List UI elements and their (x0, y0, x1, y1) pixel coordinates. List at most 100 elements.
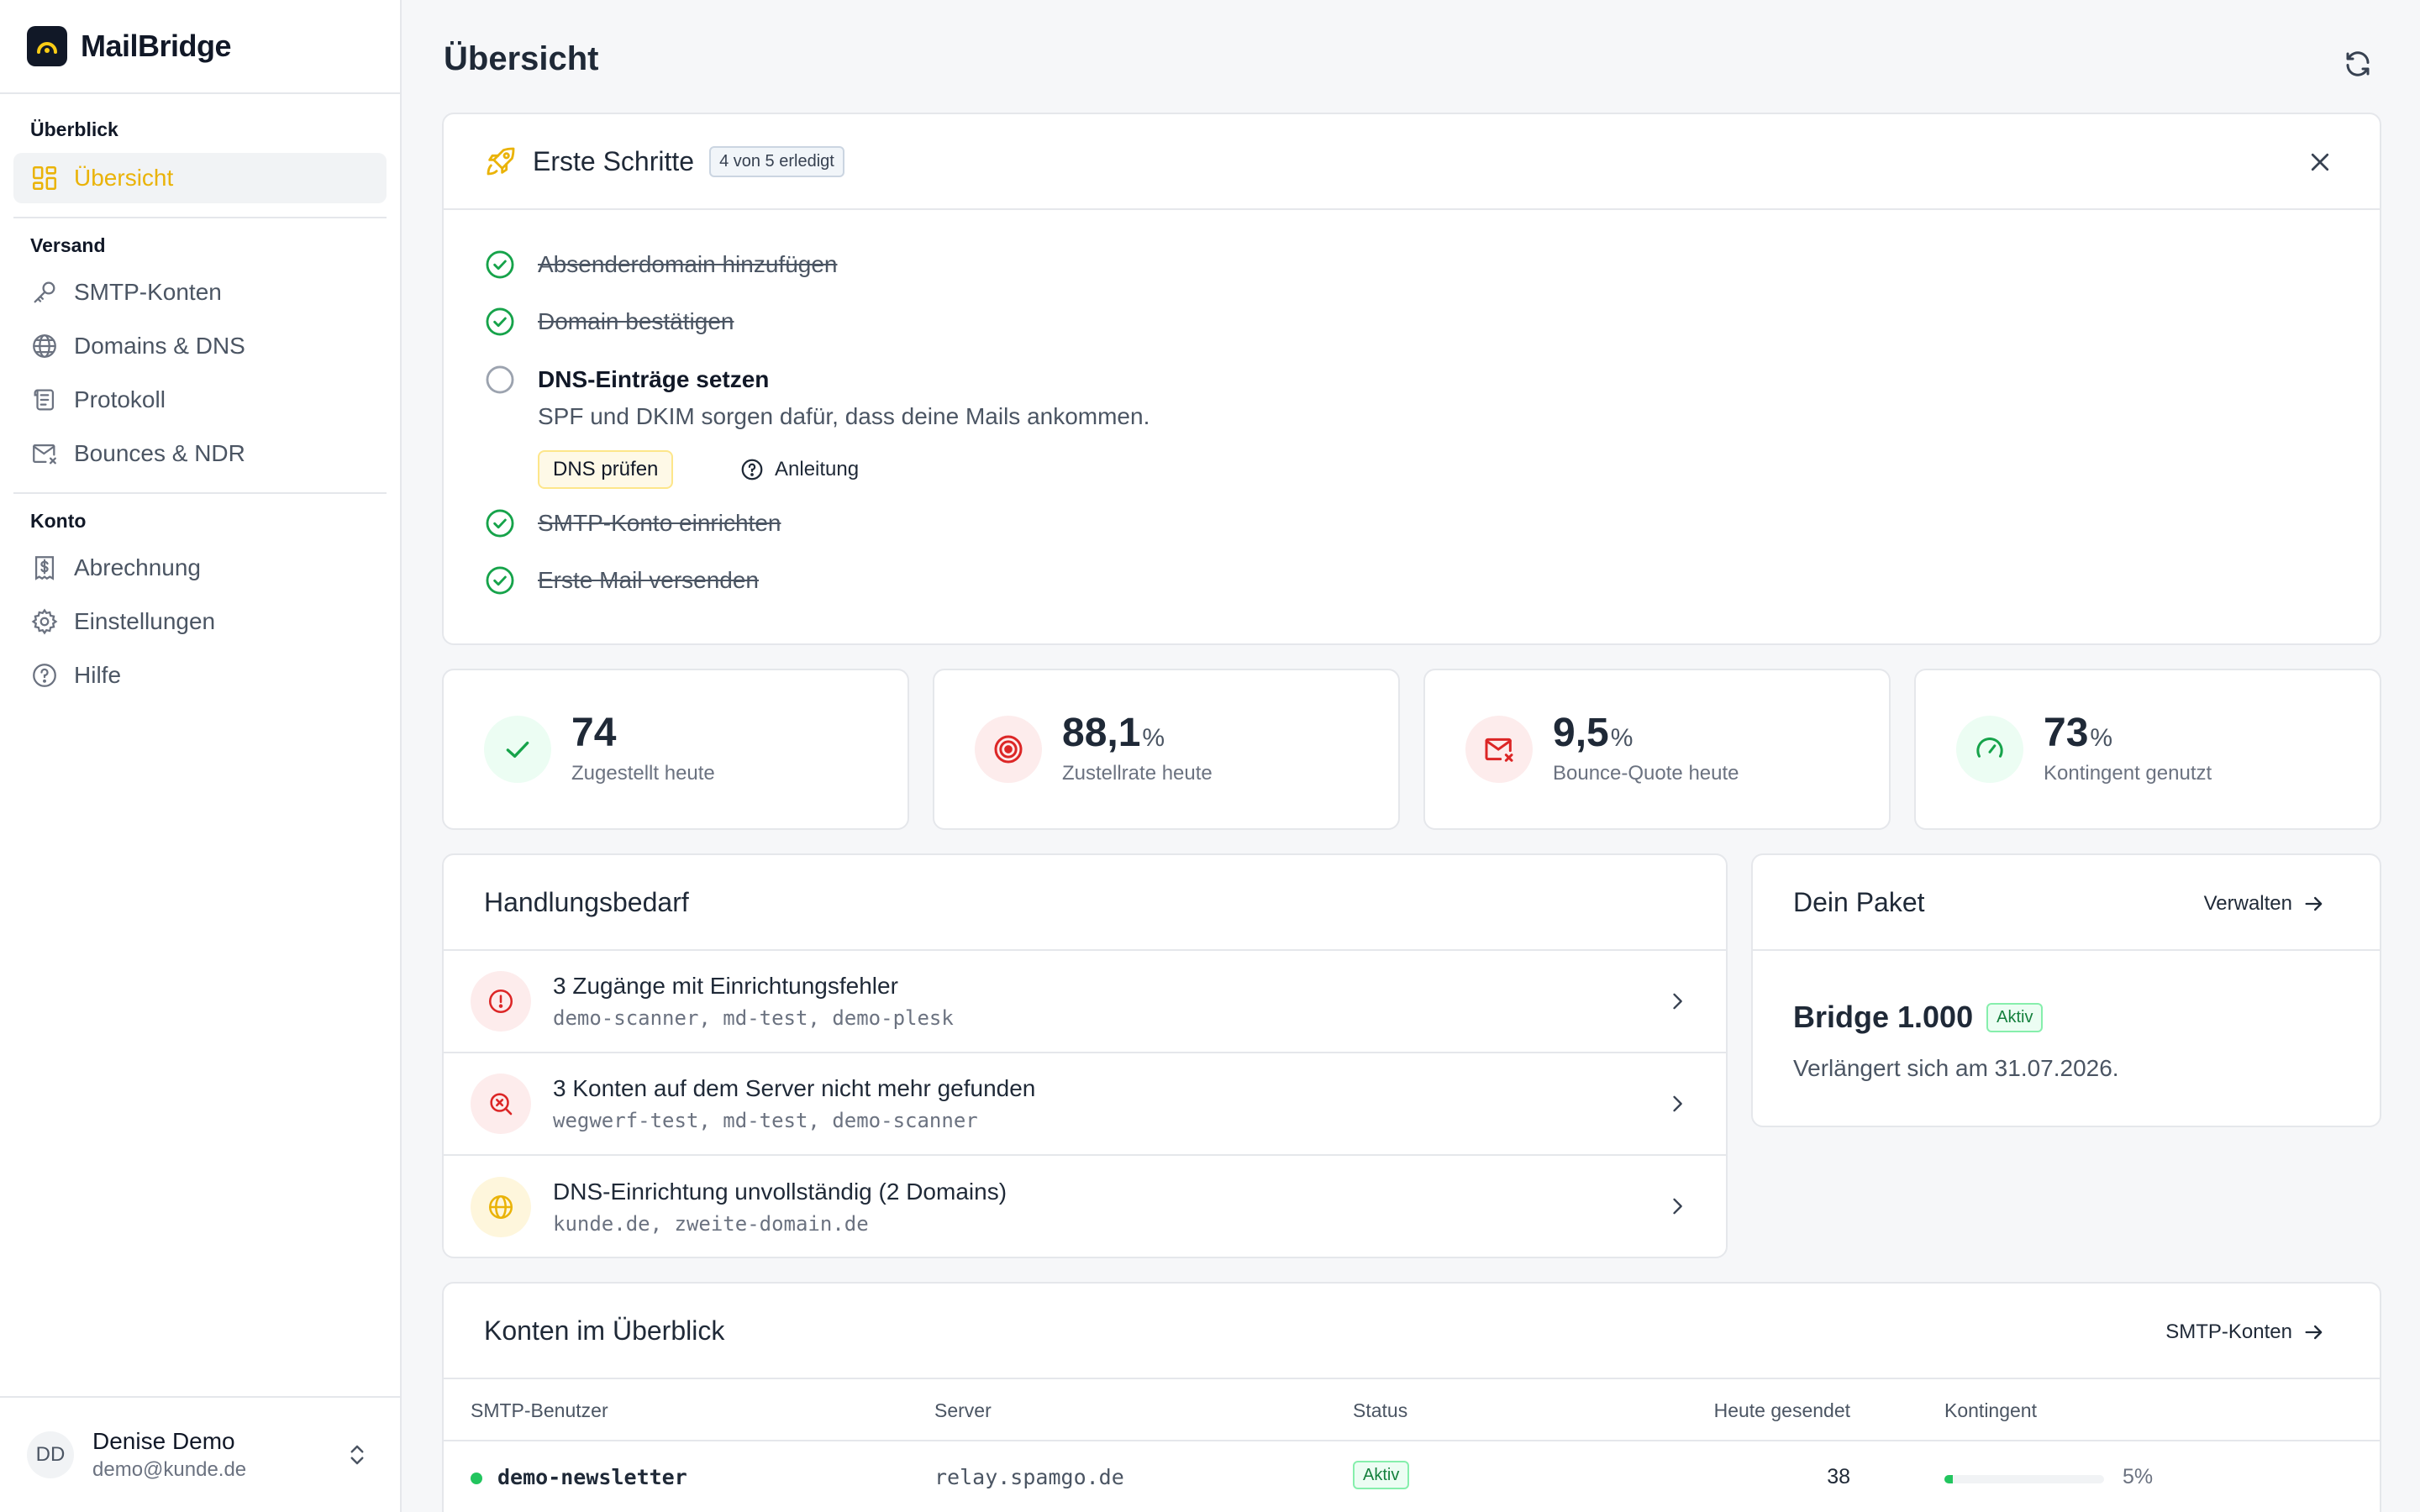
chevron-up-down-icon[interactable] (345, 1440, 370, 1470)
action-item-setup-errors[interactable]: 3 Zugänge mit Einrichtungsfehler demo-sc… (444, 951, 1726, 1053)
column-header-server[interactable]: Server (934, 1399, 992, 1421)
check-circle-icon (486, 250, 514, 279)
stat-card-delivered: 74 Zugestellt heute (442, 669, 909, 830)
chevron-right-icon (1673, 993, 1682, 1010)
sidebar-item-uebersicht[interactable]: Übersicht (13, 153, 387, 203)
action-needed-card: Handlungsbedarf 3 Zugänge mit Einrichtun… (442, 853, 1728, 1258)
manage-link[interactable]: Verwalten (2204, 892, 2326, 916)
column-header-quota[interactable]: Kontingent (1944, 1399, 2037, 1421)
help-icon (741, 459, 763, 480)
status-badge: Aktiv (1986, 1002, 2044, 1032)
stat-label: Zugestellt heute (571, 762, 715, 785)
action-item-dns-incomplete[interactable]: DNS-Einrichtung unvollständig (2 Domains… (444, 1156, 1726, 1258)
sidebar-item-einstellungen[interactable]: Einstellungen (13, 596, 387, 647)
nav-section-versand: Versand SMTP-Konten Domains & DNS Protok… (0, 228, 400, 479)
dns-check-button[interactable]: DNS prüfen (538, 450, 674, 489)
sidebar-item-protokoll[interactable]: Protokoll (13, 375, 387, 425)
key-icon (34, 281, 55, 303)
user-info: Denise Demo demo@kunde.de (92, 1428, 246, 1482)
refresh-icon[interactable] (2343, 49, 2373, 79)
action-icon-wrap (471, 1177, 531, 1237)
sidebar-item-label: Hilfe (74, 662, 122, 688)
accounts-overview-card: Konten im Überblick SMTP-Konten SMTP-Ben… (442, 1282, 2381, 1512)
stat-icon-wrap (1956, 716, 2023, 783)
nav-heading: Konto (30, 510, 87, 532)
arrow-right-icon (2305, 896, 2323, 911)
close-icon[interactable] (2307, 150, 2333, 175)
action-title: 3 Zugänge mit Einrichtungsfehler (553, 973, 898, 999)
nav-section-overview: Überblick Übersicht (0, 102, 400, 203)
sidebar-item-abrechnung[interactable]: Abrechnung (13, 543, 387, 593)
step-smtp-konto[interactable]: SMTP-Konto einrichten (484, 507, 781, 539)
renewal-text: Verlängert sich am 31.07.2026. (1793, 1055, 2119, 1081)
getting-started-card: Erste Schritte 4 von 5 erledigt Absender… (442, 113, 2381, 645)
getting-started-header: Erste Schritte 4 von 5 erledigt (444, 114, 2380, 210)
card-title: Handlungsbedarf (484, 886, 689, 917)
sidebar-item-label: Einstellungen (74, 608, 216, 634)
column-header-status[interactable]: Status (1353, 1399, 1408, 1421)
stat-value: 9,5% (1553, 711, 1634, 755)
action-text: 3 Konten auf dem Server nicht mehr gefun… (553, 1075, 1035, 1132)
avatar: DD (27, 1431, 74, 1478)
page-title: Übersicht (444, 40, 599, 77)
manage-link-label: Verwalten (2203, 892, 2292, 915)
sidebar-item-domains-dns[interactable]: Domains & DNS (13, 321, 387, 371)
user-menu[interactable]: DD Denise Demo demo@kunde.de (0, 1396, 400, 1512)
mailbridge-logo-icon (27, 26, 67, 66)
guide-link[interactable]: Anleitung (739, 450, 859, 489)
card-title: Konten im Überblick (484, 1315, 725, 1346)
smtp-accounts-link[interactable]: SMTP-Konten (2165, 1320, 2326, 1344)
action-item-accounts-not-found[interactable]: 3 Konten auf dem Server nicht mehr gefun… (444, 1053, 1726, 1156)
nav-heading: Überblick (30, 118, 118, 140)
getting-started-title: Erste Schritte (533, 145, 695, 176)
check-circle-icon (486, 566, 514, 595)
step-description: SPF und DKIM sorgen dafür, dass deine Ma… (538, 403, 1150, 429)
action-title: DNS-Einrichtung unvollständig (2 Domains… (553, 1179, 1007, 1205)
stat-icon-wrap (975, 716, 1042, 783)
user-name: Denise Demo (92, 1428, 235, 1454)
brand[interactable]: MailBridge (0, 0, 400, 94)
check-circle-icon (486, 307, 514, 336)
nav-section-konto: Konto Abrechnung Einstellungen Hilfe (0, 504, 400, 701)
sidebar-item-hilfe[interactable]: Hilfe (13, 650, 387, 701)
action-subtitle: demo-scanner, md-test, demo-plesk (553, 1006, 954, 1030)
action-icon-wrap (471, 971, 531, 1032)
table-row[interactable]: demo-newsletter relay.spamgo.de Aktiv 38… (444, 1441, 2380, 1512)
stat-value: 74 (571, 711, 617, 755)
sidebar-item-smtp-konten[interactable]: SMTP-Konten (13, 267, 387, 318)
stat-label: Bounce-Quote heute (1553, 762, 1739, 785)
table-header-row: SMTP-Benutzer Server Status Heute gesend… (444, 1379, 2380, 1441)
stat-value: 73% (2044, 711, 2113, 755)
cell-quota: 5% (2123, 1465, 2154, 1488)
stat-label: Kontingent genutzt (2044, 762, 2212, 785)
action-subtitle: kunde.de, zweite-domain.de (553, 1212, 869, 1236)
sidebar-item-bounces-ndr[interactable]: Bounces & NDR (13, 428, 387, 479)
action-needed-header: Handlungsbedarf (444, 855, 1726, 951)
step-erste-mail[interactable]: Erste Mail versenden (484, 564, 759, 596)
main-content: Übersicht Erste Schritte 4 von 5 erledig… (402, 0, 2420, 1512)
step-label: Erste Mail versenden (538, 567, 760, 593)
stat-icon-wrap (484, 716, 551, 783)
mail-x-icon (33, 444, 56, 465)
check-icon (506, 741, 529, 758)
stat-label: Zustellrate heute (1062, 762, 1213, 785)
step-dns-eintraege[interactable]: DNS-Einträge setzen (484, 364, 769, 396)
accounts-table: SMTP-Benutzer Server Status Heute gesend… (444, 1379, 2380, 1512)
step-absenderdomain[interactable]: Absenderdomain hinzufügen (484, 249, 837, 281)
chevron-right-icon (1673, 1095, 1682, 1112)
rocket-icon (487, 147, 515, 176)
column-header-sent-today[interactable]: Heute gesendet (1713, 1399, 1850, 1421)
stat-value: 88,1% (1062, 711, 1165, 755)
column-header-user[interactable]: SMTP-Benutzer (471, 1399, 608, 1421)
receipt-icon (34, 556, 55, 580)
nav-heading: Versand (30, 234, 106, 256)
target-icon (994, 735, 1023, 764)
sidebar-item-label: Domains & DNS (74, 333, 245, 359)
circle-icon (486, 365, 514, 394)
quota-bar-fill (1944, 1475, 1953, 1483)
check-circle-icon (486, 509, 514, 538)
progress-badge: 4 von 5 erledigt (709, 145, 844, 177)
arrow-right-icon (2305, 1325, 2323, 1340)
mail-x-icon (1485, 738, 1513, 762)
step-domain-bestaetigen[interactable]: Domain bestätigen (484, 306, 734, 338)
